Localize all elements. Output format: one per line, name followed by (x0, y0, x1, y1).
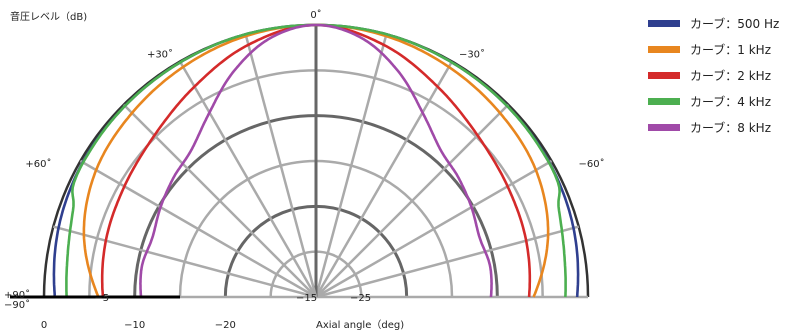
legend: カーブ：500 Hz カーブ：1 kHz カーブ：2 kHz カーブ：4 kHz カーブ… (648, 10, 779, 140)
spoke (244, 33, 318, 298)
spoke (122, 103, 317, 298)
legend-swatch (648, 123, 680, 131)
x-axis-label: Axial angle（deg) (316, 319, 404, 331)
angle-tick-label: −30˚ (459, 48, 485, 60)
spoke (178, 60, 318, 298)
spoke (52, 225, 317, 299)
angular-tick-labels: 0˚ +30˚ −30˚ +60˚ −60˚ +90˚−90˚ (4, 9, 605, 311)
legend-item: カーブ：2 kHz (648, 62, 779, 88)
legend-item: カーブ：8 kHz (648, 114, 779, 140)
radial-tick-labels: −5 −15 −25 (94, 293, 371, 304)
polar-chart: 音圧レベル（dB) 0˚+30˚ −30˚+60˚ −60˚+90˚−90˚ −5−… (4, 9, 605, 331)
spoke (314, 33, 388, 298)
spoke (315, 225, 580, 299)
angle-tick-label: +60˚ (25, 158, 51, 170)
ring-tick-label: −25 (350, 293, 371, 304)
spoke (314, 60, 454, 298)
bottom-tick-label: −10 (124, 320, 145, 331)
ring-tick-label: −15 (296, 293, 317, 304)
bottom-tick-label: 0 (41, 320, 47, 331)
angle-tick-label: −90˚ (4, 299, 30, 311)
legend-swatch (648, 19, 680, 27)
bottom-tick-label: −20 (215, 320, 236, 331)
angular-grid (44, 25, 588, 299)
series-curves (52, 23, 580, 298)
legend-label: カーブ：4 kHz (690, 94, 772, 109)
legend-item: カーブ：4 kHz (648, 88, 779, 114)
legend-label: カーブ：1 kHz (690, 42, 772, 57)
ring-tick-label: −5 (94, 293, 109, 304)
legend-label: カーブ：500 Hz (690, 16, 780, 31)
legend-label: カーブ：2 kHz (690, 68, 772, 83)
angle-tick-label: −60˚ (579, 158, 605, 170)
legend-item: カーブ：1 kHz (648, 36, 779, 62)
angle-tick-label: +90˚ (4, 289, 30, 301)
angle-tick-label: +30˚ (147, 48, 173, 60)
bottom-axis-tick-labels: 0 −10 −20 (41, 320, 236, 331)
legend-swatch (648, 97, 680, 105)
legend-swatch (648, 45, 680, 53)
spoke (79, 159, 317, 299)
y-axis-label: 音圧レベル（dB) (10, 10, 87, 23)
legend-label: カーブ：8 kHz (690, 120, 772, 135)
series-line (139, 23, 493, 298)
spoke (315, 159, 553, 299)
spoke (315, 103, 510, 298)
angle-tick-label: 0˚ (310, 9, 321, 21)
legend-item: カーブ：500 Hz (648, 10, 779, 36)
legend-swatch (648, 71, 680, 79)
